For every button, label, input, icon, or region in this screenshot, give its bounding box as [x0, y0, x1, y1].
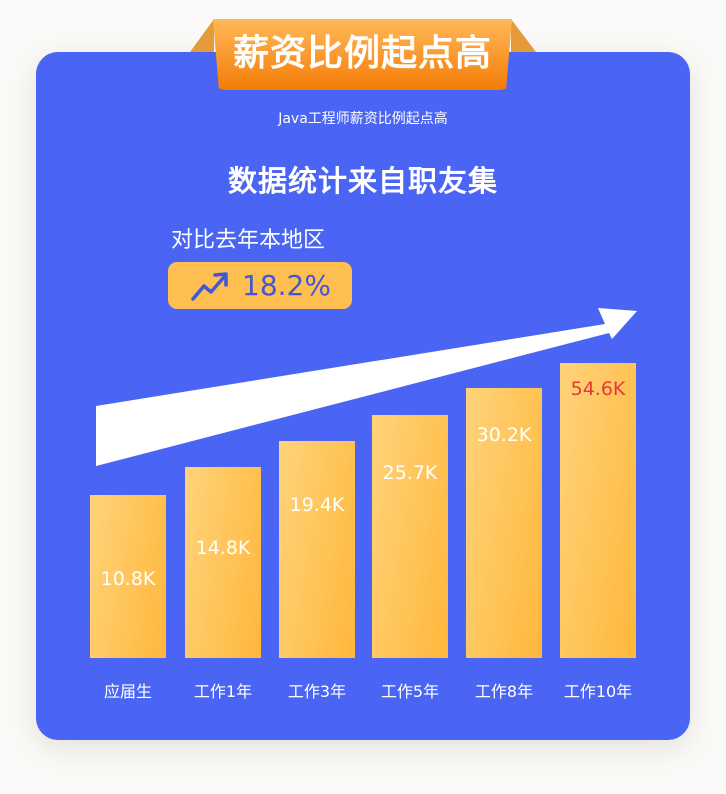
- bar-5: 54.6K: [560, 363, 636, 658]
- bar-value-label: 54.6K: [570, 378, 626, 400]
- growth-pill: 18.2%: [168, 262, 352, 309]
- bar-value-label: 14.8K: [195, 537, 251, 559]
- badge-ribbon-left: [190, 19, 214, 52]
- x-tick-label: 工作3年: [287, 682, 347, 701]
- bar-value-label: 30.2K: [476, 424, 532, 446]
- bar-value-label: 19.4K: [289, 494, 345, 516]
- data-source-heading: 数据统计来自职友集: [227, 164, 498, 198]
- subtitle: Java工程师薪资比例起点高: [278, 111, 448, 127]
- x-tick-label: 工作5年: [380, 682, 440, 701]
- comparison-label: 对比去年本地区: [171, 228, 326, 253]
- title-badge: 薪资比例起点高: [213, 19, 512, 90]
- growth-value: 18.2%: [242, 269, 331, 302]
- bar-3: 25.7K: [372, 415, 448, 658]
- badge-ribbon-right: [511, 19, 536, 52]
- bar-0: 10.8K: [90, 495, 166, 658]
- x-tick-label: 工作10年: [563, 682, 633, 701]
- bar-value-label: 25.7K: [382, 462, 438, 484]
- x-tick-label: 工作1年: [193, 682, 253, 701]
- x-tick-label: 工作8年: [474, 682, 534, 701]
- bar-4: 30.2K: [466, 388, 542, 658]
- bar-2: 19.4K: [279, 441, 355, 658]
- growth-arrow-shape: [96, 308, 637, 466]
- x-tick-label: 应届生: [103, 682, 152, 701]
- bar-1: 14.8K: [185, 467, 261, 658]
- trending-up-icon: [191, 271, 228, 301]
- bar-value-label: 10.8K: [100, 568, 156, 590]
